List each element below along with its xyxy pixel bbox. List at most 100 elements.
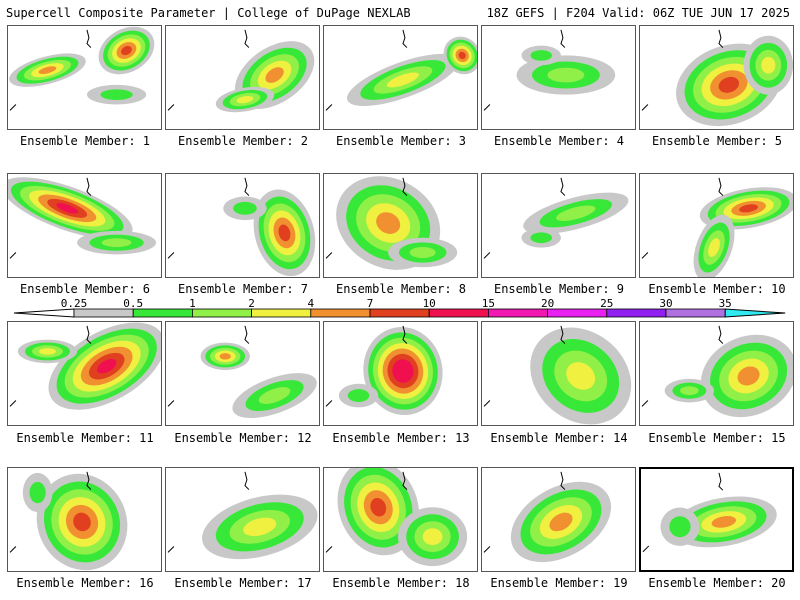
coastline (402, 29, 408, 48)
contour-blob (566, 362, 596, 390)
coastline (325, 252, 333, 259)
contour-blob (39, 348, 56, 355)
contour-blob (397, 364, 409, 378)
map-panel-member-5[interactable] (639, 25, 794, 130)
coastline (718, 29, 724, 48)
coastline (718, 177, 724, 196)
coastline (325, 104, 333, 111)
map-panel-member-12[interactable] (165, 321, 320, 426)
contour-blob (29, 481, 46, 504)
map-panel-member-1[interactable] (7, 25, 162, 130)
map-panel-member-6[interactable] (7, 173, 162, 278)
scp-field-map (325, 468, 468, 567)
map-panel-member-13[interactable] (323, 321, 478, 426)
scp-field-map (325, 29, 477, 111)
coastline (86, 177, 92, 196)
contour-blob (97, 358, 117, 374)
map-panel-member-3[interactable] (323, 25, 478, 130)
coastline (402, 471, 408, 490)
legend-swatch-15 (487, 308, 548, 318)
map-panel-member-7[interactable] (165, 173, 320, 278)
member-label-20: Ensemble Member: 20 (648, 576, 786, 590)
coastline (641, 252, 649, 259)
coastline (167, 546, 175, 553)
map-panel-member-19[interactable] (481, 467, 636, 572)
legend-tick-label: 0.5 (123, 297, 144, 310)
scp-field-map (8, 177, 157, 259)
coastline (641, 104, 649, 111)
scp-field-map (483, 29, 616, 111)
member-label-13: Ensemble Member: 13 (332, 431, 470, 445)
member-label-10: Ensemble Member: 10 (648, 282, 786, 296)
coastline (560, 325, 566, 344)
coastline (483, 546, 491, 553)
map-panel-member-18[interactable] (323, 467, 478, 572)
coastline (560, 29, 566, 48)
map-panel-member-14[interactable] (481, 321, 636, 426)
coastline (244, 471, 250, 490)
legend-left-arrow (13, 308, 75, 318)
contour-blob (121, 45, 132, 56)
contour-blob (549, 512, 573, 532)
contour-blob (711, 516, 737, 528)
coastline (86, 29, 92, 48)
map-panel-member-8[interactable] (323, 173, 478, 278)
coastline (9, 104, 17, 111)
coastline (560, 177, 566, 196)
coastline (560, 471, 566, 490)
scp-field-map (642, 472, 777, 553)
map-panel-member-16[interactable] (7, 467, 162, 572)
map-panel-member-10[interactable] (639, 173, 794, 278)
coastline (642, 545, 650, 553)
map-panel-member-20[interactable] (639, 467, 794, 572)
coastline (9, 546, 17, 553)
contour-blob (530, 50, 552, 61)
contour-blob (386, 72, 419, 88)
map-panel-member-4[interactable] (481, 25, 636, 130)
scp-field-map (9, 322, 161, 410)
scp-field-map (167, 29, 315, 113)
member-label-15: Ensemble Member: 15 (648, 431, 786, 445)
coastline (641, 400, 649, 407)
contour-blob (708, 238, 720, 257)
contour-blob (101, 238, 132, 248)
coastline (244, 29, 250, 48)
coastline (483, 104, 491, 111)
contour-blob (370, 497, 387, 517)
scp-field-map (641, 29, 793, 127)
map-panel-member-9[interactable] (481, 173, 636, 278)
map-panel-member-2[interactable] (165, 25, 320, 130)
legend-tick-label: 25 (600, 297, 614, 310)
scp-field-map (167, 471, 318, 560)
contour-blob (100, 89, 133, 101)
member-label-18: Ensemble Member: 18 (332, 576, 470, 590)
contour-blob (219, 353, 231, 360)
legend-tick-label: 10 (422, 297, 436, 310)
coastline (483, 400, 491, 407)
scp-field-map (325, 325, 443, 416)
member-label-16: Ensemble Member: 16 (16, 576, 154, 590)
legend-swatch-4 (310, 308, 371, 318)
coastline (86, 325, 92, 344)
map-panel-member-17[interactable] (165, 467, 320, 572)
legend-tick-label: 35 (718, 297, 732, 310)
coastline (483, 252, 491, 259)
legend-swatch-30 (665, 308, 726, 318)
legend-tick-label: 15 (481, 297, 496, 310)
coastline (167, 252, 175, 259)
legend-swatch-7 (369, 308, 430, 318)
member-label-7: Ensemble Member: 7 (177, 282, 309, 296)
contour-blob (265, 67, 284, 83)
member-label-3: Ensemble Member: 3 (335, 134, 467, 148)
legend-swatch-20 (547, 308, 608, 318)
map-panel-member-15[interactable] (639, 321, 794, 426)
contour-blob (422, 528, 443, 546)
map-panel-member-11[interactable] (7, 321, 162, 426)
contour-blob (56, 203, 79, 214)
contour-blob (739, 204, 759, 213)
legend-tick-label: 7 (366, 297, 374, 310)
coastline (402, 177, 408, 196)
scp-field-map (9, 471, 128, 571)
contour-blob (258, 387, 291, 404)
contour-blob (278, 224, 291, 242)
